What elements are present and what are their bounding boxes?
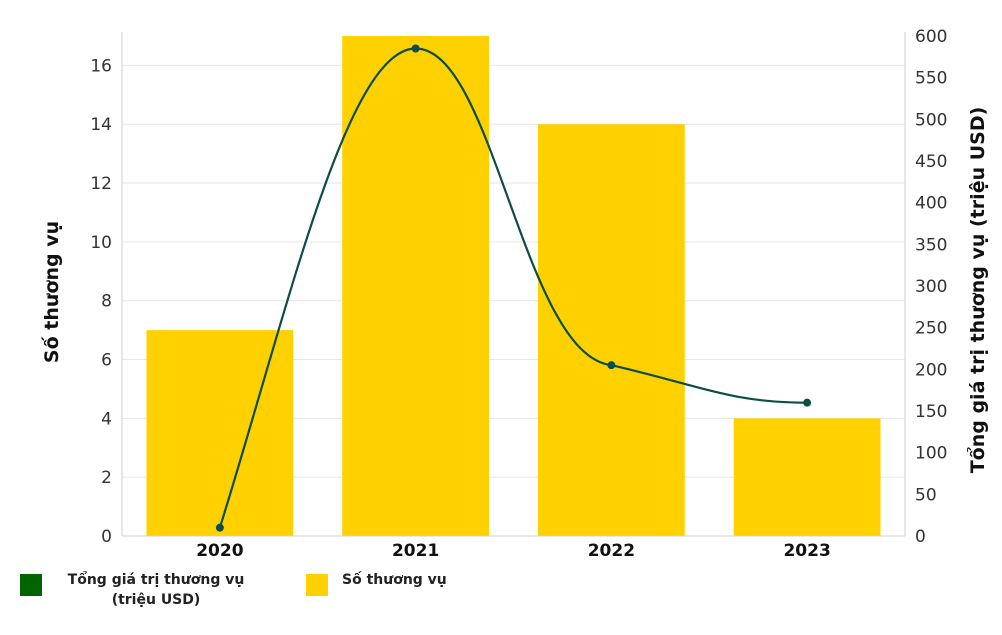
legend-swatch-total-value bbox=[20, 574, 42, 596]
x-tick-label: 2021 bbox=[392, 541, 439, 561]
right-tick-label: 250 bbox=[915, 319, 947, 339]
right-tick-label: 0 bbox=[915, 527, 926, 547]
left-tick-label: 16 bbox=[90, 56, 112, 76]
legend-label-line-1: Tổng giá trị thương vụ bbox=[67, 572, 245, 588]
left-tick-label: 8 bbox=[101, 292, 112, 312]
right-tick-label: 400 bbox=[915, 194, 947, 214]
x-tick-label: 2022 bbox=[588, 541, 635, 561]
right-tick-label: 100 bbox=[915, 444, 947, 464]
value-line-path bbox=[218, 47, 808, 528]
x-tick-label: 2023 bbox=[783, 541, 830, 561]
right-tick-label: 600 bbox=[915, 27, 947, 47]
right-tick-label: 200 bbox=[915, 360, 947, 380]
value-line bbox=[215, 44, 812, 532]
value-point bbox=[803, 398, 812, 407]
value-point bbox=[607, 361, 616, 370]
right-tick-label: 50 bbox=[915, 485, 937, 505]
left-tick-label: 0 bbox=[101, 527, 112, 547]
bar bbox=[537, 124, 685, 536]
legend-swatch-deal-count bbox=[306, 574, 328, 596]
left-tick-label: 12 bbox=[90, 174, 112, 194]
axis-labels: 0 2 4 6 8 10 12 14 16 0 50 100 150 200 250 300 350 400 450… bbox=[40, 27, 989, 561]
right-tick-label: 500 bbox=[915, 110, 947, 130]
x-tick-label: 2020 bbox=[196, 541, 243, 561]
right-tick-label: 350 bbox=[915, 235, 947, 255]
left-tick-label: 6 bbox=[101, 351, 112, 371]
right-tick-label: 300 bbox=[915, 277, 947, 297]
bars bbox=[146, 36, 881, 536]
legend-item-deal-count: Số thương vụ bbox=[306, 570, 447, 596]
left-tick-label: 4 bbox=[101, 409, 112, 429]
right-tick-label: 550 bbox=[915, 69, 947, 89]
left-tick-label: 14 bbox=[90, 115, 112, 135]
bar bbox=[146, 330, 294, 536]
bar bbox=[733, 418, 881, 536]
right-axis-title: Tổng giá trị thương vụ (triệu USD) bbox=[966, 107, 989, 474]
left-tick-label: 10 bbox=[90, 233, 112, 253]
legend-label-deal-count: Số thương vụ bbox=[342, 572, 447, 588]
value-point bbox=[411, 44, 420, 53]
legend-label-total-value: Tổng giá trị thương vụ (triệu USD) bbox=[56, 570, 256, 610]
left-tick-label: 2 bbox=[101, 468, 112, 488]
legend-item-total-value: Tổng giá trị thương vụ (triệu USD) bbox=[20, 570, 256, 610]
right-tick-label: 150 bbox=[915, 402, 947, 422]
right-tick-label: 450 bbox=[915, 152, 947, 172]
legend-label-line-2: (triệu USD) bbox=[111, 592, 201, 608]
left-axis-title: Số thương vụ bbox=[40, 221, 63, 363]
axes bbox=[121, 32, 906, 537]
value-point bbox=[215, 523, 224, 532]
bar bbox=[342, 36, 490, 536]
